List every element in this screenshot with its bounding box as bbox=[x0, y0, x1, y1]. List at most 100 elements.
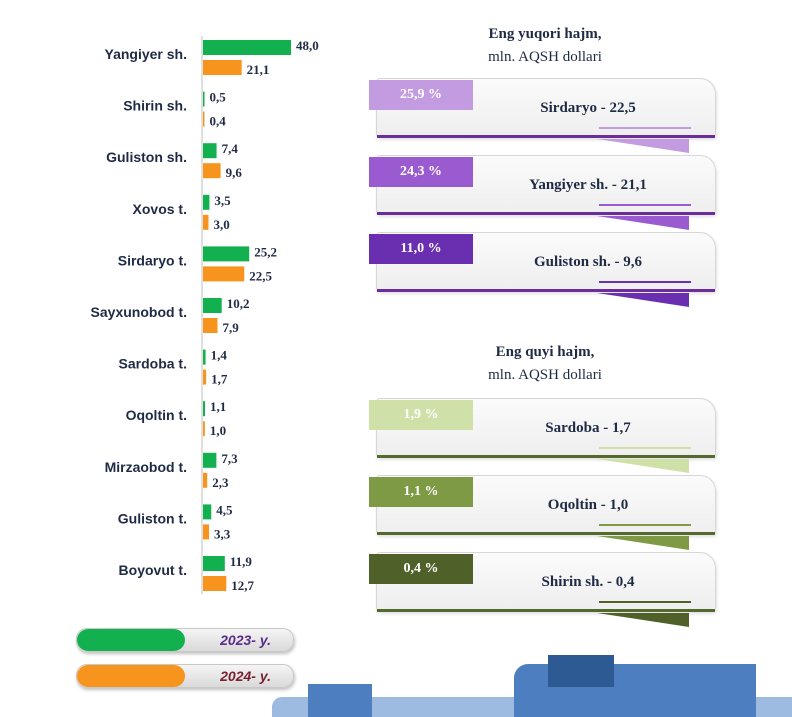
top-title: Eng yuqori hajm, bbox=[488, 26, 602, 42]
bar-2023 bbox=[203, 246, 250, 262]
card-underline bbox=[377, 289, 715, 292]
bar-2023 bbox=[203, 40, 291, 55]
value-label: 3,3 bbox=[214, 526, 231, 541]
percent-badge: 1,1 % bbox=[369, 477, 473, 507]
bar-2024 bbox=[203, 163, 221, 179]
card-fold bbox=[597, 613, 689, 627]
bottom-title: Eng quyi hajm, bbox=[495, 344, 595, 360]
legend-item-2023: 2023- y. bbox=[76, 628, 294, 652]
legend-item-2024: 2024- y. bbox=[76, 664, 294, 688]
value-label: 7,4 bbox=[222, 141, 239, 156]
percent-badge: 24,3 % bbox=[369, 157, 473, 187]
value-label: 3,5 bbox=[214, 193, 231, 208]
card-fold bbox=[597, 139, 689, 153]
legend-swatch-2024 bbox=[77, 665, 185, 687]
decor-block-dark bbox=[548, 655, 614, 687]
value-label: 0,4 bbox=[210, 114, 227, 129]
category-label: Yangiyer sh. bbox=[105, 46, 187, 62]
card-text: Oqoltin - 1,0 bbox=[547, 496, 629, 513]
bar-2023 bbox=[203, 194, 210, 210]
value-label: 4,5 bbox=[216, 502, 233, 517]
top-section-title: Eng yuqori hajm, mln. AQSH dollari bbox=[395, 26, 695, 66]
bar-2024 bbox=[203, 369, 207, 385]
legend-label-2023: 2023- y. bbox=[220, 632, 271, 648]
value-label: 3,0 bbox=[214, 217, 230, 232]
bottom-section-title: Eng quyi hajm, mln. AQSH dollari bbox=[395, 344, 695, 384]
bar-2023 bbox=[203, 504, 212, 520]
percent-badge: 11,0 % bbox=[369, 234, 473, 264]
bottom-unit: mln. AQSH dollari bbox=[488, 367, 602, 383]
card-text: Sardoba - 1,7 bbox=[545, 419, 631, 436]
value-label: 7,3 bbox=[221, 451, 238, 466]
bar-2024 bbox=[203, 524, 210, 540]
bar-2023 bbox=[203, 298, 222, 313]
bar-2024 bbox=[203, 472, 208, 488]
category-label: Shirin sh. bbox=[123, 98, 187, 114]
value-label: 48,0 bbox=[296, 38, 319, 53]
category-label: Sardoba t. bbox=[119, 356, 187, 372]
value-label: 7,9 bbox=[222, 320, 239, 335]
bar-2023 bbox=[203, 452, 217, 468]
value-label: 1,0 bbox=[210, 423, 226, 438]
card-text: Sirdaryo - 22,5 bbox=[540, 99, 636, 116]
value-label: 9,6 bbox=[226, 165, 243, 180]
bar-2023 bbox=[203, 91, 205, 107]
card-fold bbox=[597, 459, 689, 473]
value-label: 1,7 bbox=[211, 372, 228, 387]
value-label: 1,4 bbox=[211, 348, 228, 363]
top-unit: mln. AQSH dollari bbox=[488, 49, 602, 65]
value-label: 10,2 bbox=[227, 296, 250, 311]
category-label: Sayxunobod t. bbox=[91, 304, 187, 320]
bar-chart: Yangiyer sh. 48,0 21,1 Shirin sh. 0,5 0,4 Guli… bbox=[91, 36, 319, 594]
value-label: 1,1 bbox=[210, 399, 226, 414]
bar-2024 bbox=[203, 266, 245, 282]
card-fold bbox=[597, 293, 689, 307]
card-underline bbox=[377, 212, 715, 215]
card-fold bbox=[597, 536, 689, 550]
card-text: Yangiyer sh. - 21,1 bbox=[529, 176, 647, 193]
card-text: Shirin sh. - 0,4 bbox=[541, 573, 635, 590]
card-text: Guliston sh. - 9,6 bbox=[534, 253, 642, 270]
category-label: Guliston t. bbox=[118, 510, 187, 526]
percent-badge: 0,4 % bbox=[369, 554, 473, 584]
percent-badge: 1,9 % bbox=[369, 400, 473, 430]
category-label: Sirdaryo t. bbox=[118, 252, 187, 268]
bar-2024 bbox=[203, 576, 227, 591]
bar-2024 bbox=[203, 60, 242, 75]
bar-2024 bbox=[203, 421, 205, 437]
decor-block-small bbox=[308, 684, 372, 717]
bar-2024 bbox=[203, 111, 205, 127]
value-label: 0,5 bbox=[210, 90, 227, 105]
bar-2024 bbox=[203, 214, 209, 230]
card-underline bbox=[377, 609, 715, 612]
card-underline bbox=[377, 532, 715, 535]
card-fold bbox=[597, 216, 689, 230]
bar-2023 bbox=[203, 349, 206, 365]
category-label: Guliston sh. bbox=[106, 149, 187, 165]
bar-2023 bbox=[203, 143, 217, 159]
legend-label-2024: 2024- y. bbox=[220, 668, 271, 684]
value-label: 12,7 bbox=[231, 578, 254, 593]
value-label: 11,9 bbox=[230, 554, 253, 569]
value-label: 22,5 bbox=[249, 268, 272, 283]
value-label: 21,1 bbox=[247, 62, 270, 77]
legend-swatch-2023 bbox=[77, 629, 185, 651]
card-underline bbox=[377, 135, 715, 138]
card-accent-line bbox=[599, 281, 691, 283]
bar-2023 bbox=[203, 401, 206, 417]
category-label: Oqoltin t. bbox=[126, 407, 187, 423]
bar-2024 bbox=[203, 318, 218, 333]
category-label: Boyovut t. bbox=[119, 562, 187, 578]
card-accent-line bbox=[599, 601, 691, 603]
category-label: Xovos t. bbox=[133, 201, 187, 217]
bar-2023 bbox=[203, 556, 225, 571]
card-underline bbox=[377, 455, 715, 458]
value-label: 2,3 bbox=[212, 475, 229, 490]
card-accent-line bbox=[599, 524, 691, 526]
card-accent-line bbox=[599, 127, 691, 129]
percent-badge: 25,9 % bbox=[369, 80, 473, 110]
card-accent-line bbox=[599, 204, 691, 206]
value-label: 25,2 bbox=[254, 244, 277, 259]
card-accent-line bbox=[599, 447, 691, 449]
category-label: Mirzaobod t. bbox=[105, 459, 187, 475]
